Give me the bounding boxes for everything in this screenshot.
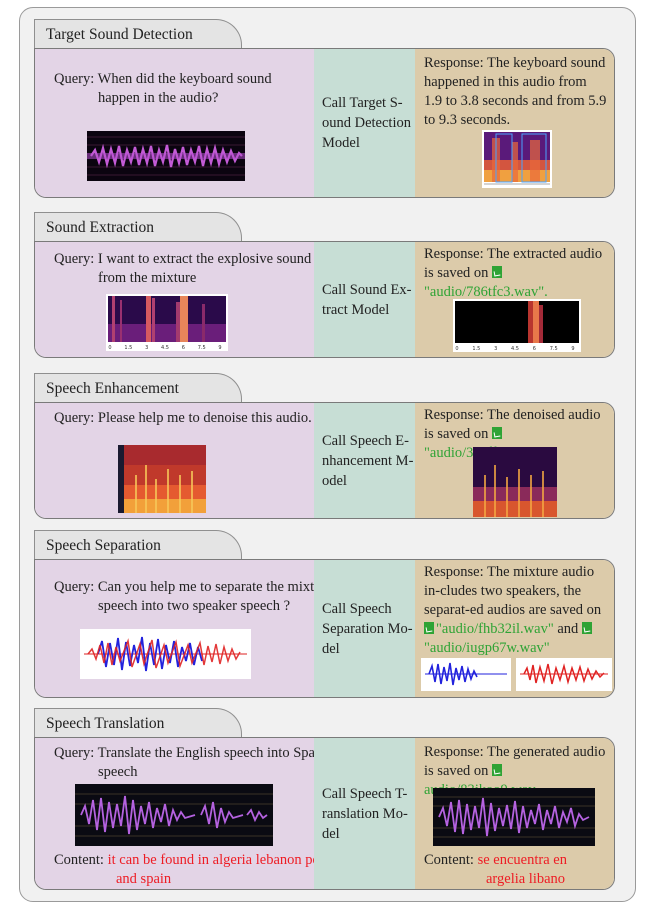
call-text: Call Speech E-nhancement M-odel xyxy=(322,432,414,489)
response-prefix: Response: The generated audio is saved o… xyxy=(424,744,606,779)
section-title: Speech Separation xyxy=(34,530,242,560)
query-text: Query: When did the keyboard sound happe… xyxy=(54,71,272,106)
response-text: Response: The keyboard sound happened in… xyxy=(424,55,607,128)
query-panel: Query: I want to extract the explosive s… xyxy=(35,242,314,357)
axis-tick-label: 9 xyxy=(571,346,574,352)
audio-file-icon[interactable] xyxy=(492,427,503,439)
call-text: Call Speech T-ranslation Mo-del xyxy=(322,785,408,842)
axis-tick-label: 7.5 xyxy=(550,346,558,352)
response-panel: Response: The mixture audio in-cludes tw… xyxy=(415,560,614,697)
call-text: Call Target S-ound Detection Model xyxy=(322,95,411,151)
audio-file-icon[interactable] xyxy=(492,266,503,278)
call-text: Call Sound Ex-tract Model xyxy=(322,281,412,318)
section-box: Query: I want to extract the explosive s… xyxy=(34,241,615,358)
axis-tick-label: 6 xyxy=(533,346,536,352)
denoised-spectrogram-image xyxy=(473,447,557,517)
axis-tick-label: 3 xyxy=(494,346,497,352)
waveform-spectrogram-image xyxy=(87,131,245,181)
section-box: Query: When did the keyboard sound happe… xyxy=(34,48,615,198)
audio-link[interactable]: "audio/786tfc3.wav". xyxy=(424,284,548,300)
axis-tick-label: 4.5 xyxy=(161,345,169,351)
section-sound-extraction: Sound Extraction Query: I want to extrac… xyxy=(34,212,615,358)
audio-file-icon[interactable] xyxy=(492,764,503,776)
axis-tick-label: 1.5 xyxy=(472,346,480,352)
section-title: Speech Translation xyxy=(34,708,242,738)
response-mid: and xyxy=(553,621,582,637)
spanish-speech-waveform-image xyxy=(433,788,595,846)
response-prefix: Response: The extracted audio is saved o… xyxy=(424,246,603,281)
query-panel: Query: Translate the English speech into… xyxy=(35,738,354,889)
section-title: Sound Extraction xyxy=(34,212,242,242)
section-speech-separation: Speech Separation Query: Can you help me… xyxy=(34,530,615,698)
response-text: Response: The extracted audio is saved o… xyxy=(424,245,608,302)
noisy-spectrogram-image xyxy=(118,445,206,513)
call-panel: Call Speech E-nhancement M-odel xyxy=(314,403,415,518)
query-text: Query: Translate the English speech into… xyxy=(54,745,340,780)
audio-link-speaker-1[interactable]: "audio/fhb32il.wav" xyxy=(436,621,554,637)
content-text: Content: se encuentra en argelia libano … xyxy=(424,851,608,889)
audio-file-icon[interactable] xyxy=(581,622,592,634)
response-text: Response: The mixture audio in-cludes tw… xyxy=(424,563,608,658)
query-text: Query: Please help me to denoise this au… xyxy=(54,410,312,426)
axis-tick-label: 0 xyxy=(108,345,111,351)
call-panel: Call Target S-ound Detection Model xyxy=(314,49,415,197)
english-content: it can be found in algeria lebanon portu… xyxy=(107,852,354,887)
query-text: Query: Can you help me to separate the m… xyxy=(54,579,333,614)
extracted-spectrogram-image: 0 1.5 3 4.5 6 7.5 9 xyxy=(453,299,581,352)
call-text: Call Speech Separation Mo-del xyxy=(322,600,413,657)
content-label: Content: xyxy=(424,852,478,868)
section-title: Target Sound Detection xyxy=(34,19,242,49)
axis-tick-label: 1.5 xyxy=(124,345,132,351)
section-target-sound-detection: Target Sound Detection Query: When did t… xyxy=(34,19,615,199)
audio-link-speaker-2[interactable]: "audio/iugp67w.wav" xyxy=(424,640,550,656)
query-panel: Query: When did the keyboard sound happe… xyxy=(35,49,314,197)
axis-tick-label: 4.5 xyxy=(511,346,519,352)
response-panel: Response: The generated audio is saved o… xyxy=(415,738,614,889)
response-panel: Response: The extracted audio is saved o… xyxy=(415,242,614,357)
call-panel: Call Sound Ex-tract Model xyxy=(314,242,415,357)
section-speech-translation: Speech Translation Query: Translate the … xyxy=(34,708,615,890)
mixture-waveform-image xyxy=(80,629,251,679)
section-speech-enhancement: Speech Enhancement Query: Please help me… xyxy=(34,373,615,519)
content-text: Content: it can be found in algeria leba… xyxy=(54,851,376,889)
call-panel: Call Speech T-ranslation Mo-del xyxy=(314,738,415,889)
section-box: Query: Translate the English speech into… xyxy=(34,737,615,890)
query-panel: Query: Please help me to denoise this au… xyxy=(35,403,314,518)
section-box: Query: Please help me to denoise this au… xyxy=(34,402,615,519)
english-speech-waveform-image xyxy=(75,784,273,846)
response-panel: Response: The denoised audio is saved on… xyxy=(415,403,614,518)
response-panel: Response: The keyboard sound happened in… xyxy=(415,49,614,197)
section-box: Query: Can you help me to separate the m… xyxy=(34,559,615,698)
speaker-1-waveform-image xyxy=(421,658,511,691)
axis-tick-label: 7.5 xyxy=(198,345,206,351)
axis-tick-label: 6 xyxy=(182,345,185,351)
spanish-content: se encuentra en argelia libano portugal … xyxy=(477,852,567,887)
axis-tick-label: 3 xyxy=(145,345,148,351)
mixture-spectrogram-image: 0 1.5 3 4.5 6 7.5 9 xyxy=(106,294,228,351)
speaker-2-waveform-image xyxy=(516,658,612,691)
query-text: Query: I want to extract the explosive s… xyxy=(54,251,312,286)
response-prefix: Response: The mixture audio in-cludes tw… xyxy=(424,564,602,618)
axis-tick-label: 0 xyxy=(455,346,458,352)
query-panel: Query: Can you help me to separate the m… xyxy=(35,560,333,697)
detection-spectrogram-image xyxy=(482,130,552,188)
section-title: Speech Enhancement xyxy=(34,373,242,403)
audio-file-icon[interactable] xyxy=(424,622,434,634)
content-label: Content: xyxy=(54,852,108,868)
call-panel: Call Speech Separation Mo-del xyxy=(314,560,415,697)
response-prefix: Response: The denoised audio is saved on xyxy=(424,407,601,442)
axis-tick-label: 9 xyxy=(218,345,221,351)
